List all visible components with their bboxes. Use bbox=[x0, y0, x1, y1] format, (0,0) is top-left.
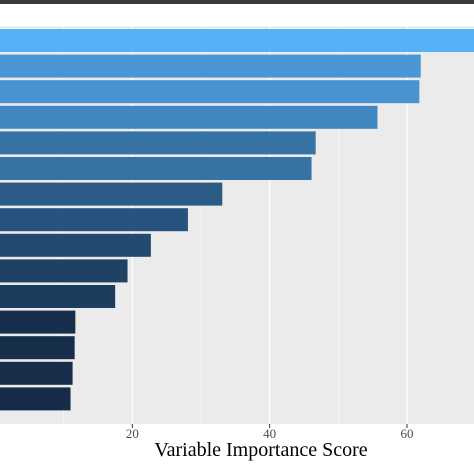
x-tick-label: 20 bbox=[126, 426, 139, 441]
bar bbox=[0, 80, 420, 104]
x-axis-title: Variable Importance Score bbox=[154, 439, 367, 461]
bar bbox=[0, 233, 151, 257]
bar bbox=[0, 157, 312, 180]
bar bbox=[0, 310, 76, 334]
bar bbox=[0, 182, 223, 206]
bar bbox=[0, 29, 474, 52]
bar bbox=[0, 336, 75, 360]
bar bbox=[0, 259, 128, 283]
bars bbox=[0, 29, 474, 411]
x-tick-label: 60 bbox=[401, 426, 414, 441]
x-axis-tick-labels: 20 40 60 bbox=[126, 426, 414, 441]
bar bbox=[0, 387, 71, 411]
bar bbox=[0, 131, 316, 155]
top-frame-bar bbox=[0, 0, 474, 4]
bar bbox=[0, 105, 378, 129]
bar bbox=[0, 208, 188, 232]
bar bbox=[0, 361, 73, 385]
bar bbox=[0, 54, 421, 78]
bar bbox=[0, 285, 116, 308]
x-axis-ticks bbox=[131, 424, 408, 428]
x-tick-label: 40 bbox=[263, 426, 276, 441]
